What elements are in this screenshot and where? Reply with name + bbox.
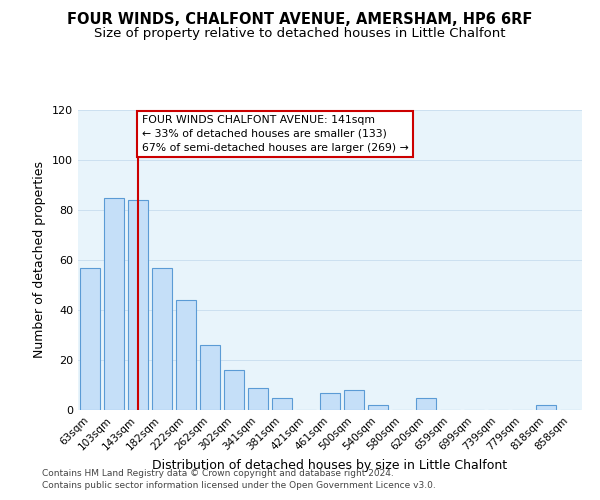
- Bar: [128, 200, 148, 410]
- Bar: [248, 388, 268, 410]
- Bar: [80, 268, 100, 410]
- Bar: [368, 405, 388, 410]
- Bar: [272, 398, 292, 410]
- Bar: [320, 392, 340, 410]
- Bar: [152, 268, 172, 410]
- X-axis label: Distribution of detached houses by size in Little Chalfont: Distribution of detached houses by size …: [152, 458, 508, 471]
- Text: Size of property relative to detached houses in Little Chalfont: Size of property relative to detached ho…: [94, 28, 506, 40]
- Bar: [536, 405, 556, 410]
- Text: FOUR WINDS CHALFONT AVENUE: 141sqm
← 33% of detached houses are smaller (133)
67: FOUR WINDS CHALFONT AVENUE: 141sqm ← 33%…: [142, 115, 409, 153]
- Y-axis label: Number of detached properties: Number of detached properties: [34, 162, 46, 358]
- Bar: [200, 345, 220, 410]
- Bar: [224, 370, 244, 410]
- Text: Contains public sector information licensed under the Open Government Licence v3: Contains public sector information licen…: [42, 481, 436, 490]
- Bar: [416, 398, 436, 410]
- Text: FOUR WINDS, CHALFONT AVENUE, AMERSHAM, HP6 6RF: FOUR WINDS, CHALFONT AVENUE, AMERSHAM, H…: [67, 12, 533, 28]
- Text: Contains HM Land Registry data © Crown copyright and database right 2024.: Contains HM Land Registry data © Crown c…: [42, 468, 394, 477]
- Bar: [176, 300, 196, 410]
- Bar: [104, 198, 124, 410]
- Bar: [344, 390, 364, 410]
